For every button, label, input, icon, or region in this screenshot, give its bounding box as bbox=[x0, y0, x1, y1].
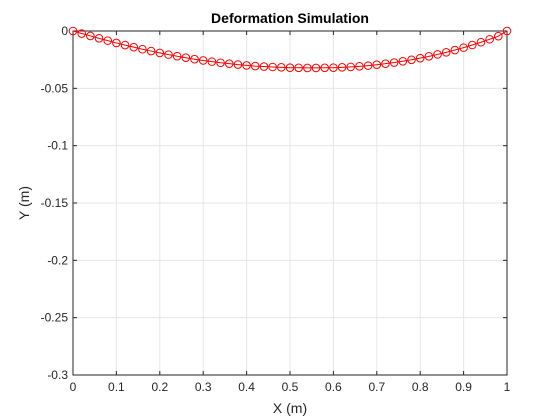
x-tick-label: 0.8 bbox=[412, 380, 429, 394]
data-point-marker bbox=[311, 63, 321, 73]
series-line bbox=[72, 30, 508, 69]
y-tick-label: -0.2 bbox=[47, 253, 68, 267]
y-axis-label: Y (m) bbox=[16, 186, 32, 220]
data-point-marker bbox=[103, 36, 113, 45]
data-point-marker bbox=[502, 26, 512, 36]
data-point-marker bbox=[138, 44, 147, 54]
x-tick-label: 0.4 bbox=[238, 380, 255, 394]
data-point-marker bbox=[181, 53, 191, 63]
data-point-marker bbox=[450, 45, 460, 55]
data-point-marker bbox=[164, 50, 173, 59]
data-point-marker bbox=[277, 63, 286, 72]
chart-title: Deformation Simulation bbox=[211, 10, 369, 26]
data-point-marker bbox=[363, 61, 373, 70]
x-axis-label: X (m) bbox=[273, 400, 307, 416]
data-point-marker bbox=[120, 40, 130, 50]
data-point-marker bbox=[268, 62, 277, 72]
data-point-marker bbox=[355, 62, 364, 71]
y-tick-label: -0.05 bbox=[41, 81, 69, 95]
data-point-marker bbox=[459, 43, 468, 52]
data-point-marker bbox=[112, 38, 121, 48]
data-point-marker bbox=[485, 34, 494, 44]
data-point-marker bbox=[285, 63, 295, 72]
data-point-marker bbox=[172, 51, 182, 61]
data-point-marker bbox=[146, 46, 156, 56]
data-point-marker bbox=[433, 50, 442, 59]
x-tick-label: 0.3 bbox=[195, 380, 212, 394]
series-layer bbox=[68, 26, 512, 73]
data-point-marker bbox=[94, 34, 104, 43]
x-tick-label: 0.1 bbox=[108, 380, 125, 394]
data-point-marker bbox=[207, 57, 217, 66]
data-point-marker bbox=[216, 58, 225, 68]
data-point-marker bbox=[337, 63, 347, 72]
data-point-marker bbox=[389, 58, 399, 67]
x-tick-label: 0.7 bbox=[368, 380, 385, 394]
data-point-marker bbox=[467, 40, 477, 50]
data-point-marker bbox=[415, 53, 425, 63]
data-point-marker bbox=[155, 48, 165, 58]
data-point-marker bbox=[407, 55, 416, 65]
data-point-marker bbox=[233, 60, 243, 69]
data-point-marker bbox=[68, 26, 78, 36]
data-point-marker bbox=[77, 29, 86, 38]
y-tick-label: 0 bbox=[61, 24, 68, 38]
data-point-marker bbox=[86, 31, 95, 41]
data-point-marker bbox=[320, 63, 330, 73]
ticks: 0 0.1 0.2 0.3 0.4 0.5 0.6 0.7 0.8 0.9 1 0 -0.05 -0.1 -… bbox=[41, 24, 511, 394]
x-tick-label: 0 bbox=[70, 380, 77, 394]
x-tick-label: 1 bbox=[504, 380, 511, 394]
y-tick-label: -0.3 bbox=[47, 368, 68, 382]
data-point-marker bbox=[224, 59, 234, 68]
y-tick-label: -0.15 bbox=[41, 196, 69, 210]
y-tick-label: -0.1 bbox=[47, 139, 68, 153]
y-tick-label: -0.25 bbox=[41, 311, 69, 325]
data-point-marker bbox=[398, 56, 408, 66]
data-point-marker bbox=[250, 61, 260, 71]
data-point-marker bbox=[329, 63, 338, 72]
data-point-marker bbox=[294, 63, 303, 73]
data-point-marker bbox=[372, 60, 382, 70]
data-point-marker bbox=[198, 56, 208, 65]
x-tick-label: 0.9 bbox=[455, 380, 472, 394]
data-point-marker bbox=[476, 37, 486, 47]
data-point-marker bbox=[303, 63, 312, 73]
data-point-marker bbox=[381, 59, 390, 68]
data-point-marker bbox=[441, 48, 451, 57]
data-point-marker bbox=[346, 62, 356, 72]
data-point-marker bbox=[190, 54, 199, 64]
data-point-marker bbox=[242, 61, 251, 70]
x-tick-label: 0.2 bbox=[151, 380, 168, 394]
x-tick-label: 0.5 bbox=[282, 380, 299, 394]
x-tick-label: 0.6 bbox=[325, 380, 342, 394]
data-point-marker bbox=[494, 31, 503, 41]
data-point-marker bbox=[129, 42, 139, 52]
data-point-marker bbox=[424, 52, 434, 61]
data-point-marker bbox=[259, 62, 269, 71]
